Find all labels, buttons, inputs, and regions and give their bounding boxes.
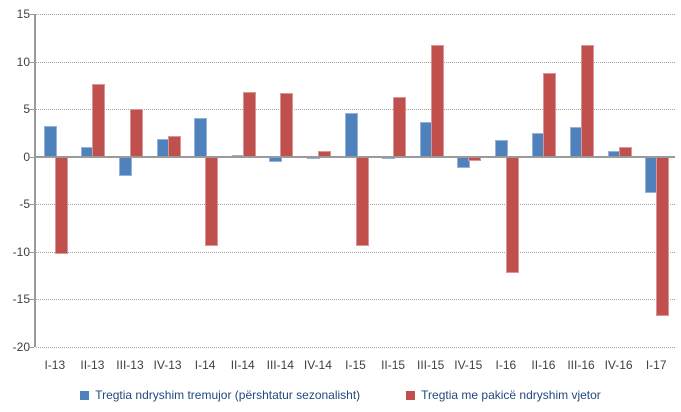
y-tick-label: 0 xyxy=(23,149,30,164)
legend-label-annual: Tregtia me pakicë ndryshim vjetor xyxy=(421,388,601,402)
x-tick-label-I-16: I-16 xyxy=(495,358,517,372)
legend-swatch-red-icon xyxy=(406,390,416,400)
bar-annual-IV-13 xyxy=(168,135,181,158)
bar-annual-I-16 xyxy=(506,156,519,273)
bar-annual-II-16 xyxy=(543,72,556,158)
y-tick-label: -5 xyxy=(19,197,30,212)
bar-quarterly-I-15 xyxy=(345,112,358,158)
x-tick-label-I-15: I-15 xyxy=(345,358,366,372)
gridline-y15 xyxy=(36,14,675,15)
x-tick-label-II-13: II-13 xyxy=(80,358,105,372)
legend-label-quarterly: Tregtia ndryshim tremujor (përshtatur se… xyxy=(95,388,361,402)
bar-annual-II-14 xyxy=(243,92,256,158)
legend-item-quarterly: Tregtia ndryshim tremujor (përshtatur se… xyxy=(80,388,360,402)
bar-quarterly-IV-14 xyxy=(307,156,320,159)
bar-quarterly-I-14 xyxy=(194,117,207,158)
bar-annual-I-13 xyxy=(55,156,68,254)
x-tick-label-IV-15: IV-15 xyxy=(454,358,483,372)
bar-quarterly-I-16 xyxy=(495,139,508,158)
x-tick-label-III-14: III-14 xyxy=(266,358,294,372)
y-tick-label: 5 xyxy=(23,102,30,117)
y-tick-mark xyxy=(29,251,34,253)
legend-item-annual: Tregtia me pakicë ndryshim vjetor xyxy=(406,388,601,402)
plot-area xyxy=(34,14,675,348)
x-tick-label-II-15: II-15 xyxy=(381,358,406,372)
x-tick-label-I-14: I-14 xyxy=(194,358,216,372)
bar-quarterly-III-13 xyxy=(119,156,132,176)
gridline-y-10 xyxy=(36,251,675,253)
x-tick-label-II-14: II-14 xyxy=(230,358,255,372)
y-tick-label: 15 xyxy=(16,7,30,21)
bar-annual-III-13 xyxy=(130,109,143,158)
bar-annual-II-15 xyxy=(393,96,406,158)
bar-quarterly-I-13 xyxy=(44,126,57,158)
y-tick-label: -15 xyxy=(12,292,30,307)
y-tick-mark xyxy=(29,61,34,63)
bar-annual-I-17 xyxy=(656,156,669,316)
bar-annual-II-13 xyxy=(92,84,105,158)
x-tick-label-III-13: III-13 xyxy=(116,358,144,372)
y-axis-line xyxy=(34,14,36,347)
bar-annual-III-15 xyxy=(431,45,444,158)
x-tick-label-I-13: I-13 xyxy=(44,358,66,372)
bar-annual-IV-16 xyxy=(619,147,632,158)
bar-annual-I-15 xyxy=(356,156,369,247)
y-tick-mark xyxy=(29,347,34,348)
gridline-y-20 xyxy=(36,347,675,348)
y-tick-mark xyxy=(29,156,34,158)
y-tick-label: -10 xyxy=(12,244,30,259)
x-tick-label-III-16: III-16 xyxy=(567,358,595,372)
x-tick-label-IV-16: IV-16 xyxy=(604,358,633,372)
legend: Tregtia ndryshim tremujor (përshtatur se… xyxy=(0,388,681,402)
bar-annual-III-14 xyxy=(280,92,293,158)
x-tick-label-IV-14: IV-14 xyxy=(303,358,332,372)
gridline-y10 xyxy=(36,61,675,63)
bar-quarterly-II-15 xyxy=(382,156,395,159)
bar-annual-IV-14 xyxy=(318,151,331,158)
x-tick-label-IV-13: IV-13 xyxy=(153,358,182,372)
y-tick-mark xyxy=(29,14,34,15)
y-tick-label: -20 xyxy=(12,340,30,354)
bar-annual-III-16 xyxy=(581,45,594,158)
gridline-y-5 xyxy=(36,204,675,206)
gridline-y-15 xyxy=(36,299,675,301)
x-tick-label-I-17: I-17 xyxy=(645,358,667,372)
x-axis-zero-line xyxy=(36,155,675,158)
y-tick-mark xyxy=(29,299,34,301)
legend-swatch-blue-icon xyxy=(80,390,90,400)
bar-annual-I-14 xyxy=(205,156,218,247)
bar-quarterly-III-14 xyxy=(269,156,282,163)
bar-quarterly-IV-15 xyxy=(457,156,470,169)
y-tick-mark xyxy=(29,109,34,111)
x-tick-label-III-15: III-15 xyxy=(416,358,445,372)
y-tick-label: 10 xyxy=(16,54,30,69)
x-tick-label-II-16: II-16 xyxy=(531,358,556,372)
y-tick-mark xyxy=(29,204,34,206)
bar-annual-IV-15 xyxy=(468,156,481,161)
gridline-y5 xyxy=(36,109,675,111)
